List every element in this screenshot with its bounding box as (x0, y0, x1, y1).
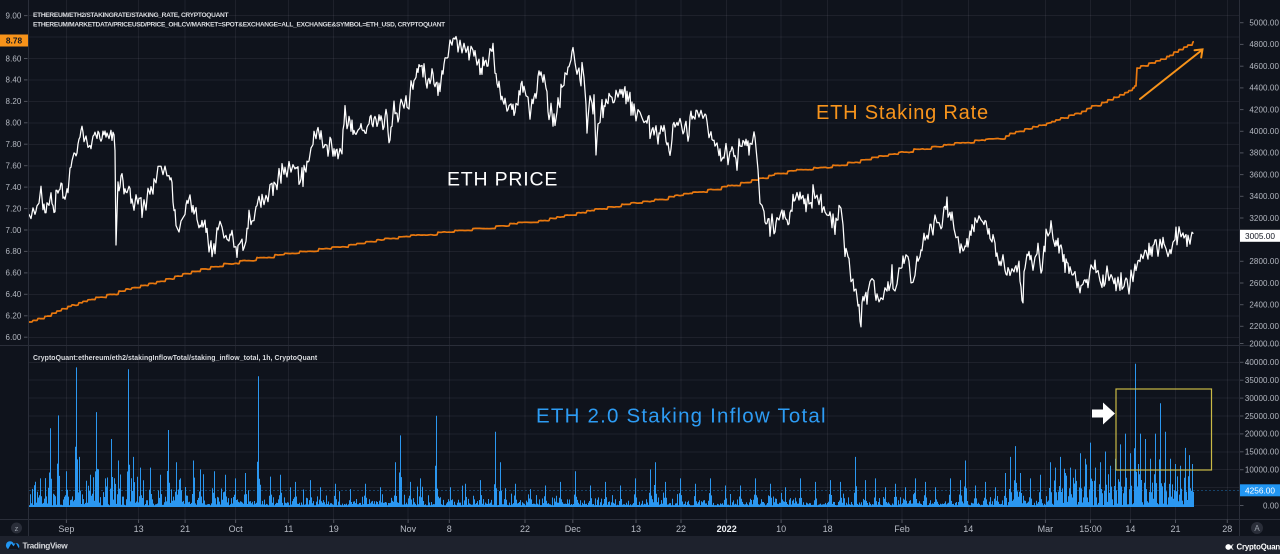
svg-text:A: A (1254, 524, 1260, 533)
svg-text:4256.00: 4256.00 (1245, 485, 1275, 495)
svg-text:4000.00: 4000.00 (1249, 127, 1279, 136)
svg-text:4400.00: 4400.00 (1249, 84, 1279, 93)
svg-text:7.20: 7.20 (6, 204, 22, 213)
svg-text:ETH 2.0 Staking Inflow Total: ETH 2.0 Staking Inflow Total (536, 405, 827, 428)
svg-text:3600.00: 3600.00 (1249, 170, 1279, 179)
svg-text:6.20: 6.20 (6, 312, 22, 321)
svg-text:Sep: Sep (58, 524, 74, 534)
svg-text:15:00: 15:00 (1079, 524, 1102, 534)
svg-text:2000.00: 2000.00 (1249, 339, 1279, 348)
svg-text:14: 14 (1125, 524, 1135, 534)
svg-text:2022: 2022 (717, 524, 737, 534)
svg-text:19: 19 (329, 524, 339, 534)
svg-text:4600.00: 4600.00 (1249, 62, 1279, 71)
svg-text:10000.00: 10000.00 (1245, 466, 1280, 475)
svg-text:4200.00: 4200.00 (1249, 105, 1279, 114)
svg-text:22: 22 (676, 524, 686, 534)
svg-text:11: 11 (284, 524, 293, 534)
svg-text:ETHEREUM/MARKETDATA/PRICEUSD/P: ETHEREUM/MARKETDATA/PRICEUSD/PRICE_OHLCV… (33, 22, 445, 29)
svg-text:14: 14 (963, 524, 973, 534)
svg-text:2600.00: 2600.00 (1249, 279, 1279, 288)
svg-text:8.78: 8.78 (6, 36, 23, 46)
svg-text:35000.00: 35000.00 (1245, 376, 1280, 385)
svg-text:28: 28 (1222, 524, 1232, 534)
svg-text:21: 21 (180, 524, 190, 534)
svg-text:30000.00: 30000.00 (1245, 394, 1280, 403)
svg-text:0.00: 0.00 (1263, 501, 1279, 510)
svg-text:7.60: 7.60 (6, 162, 22, 171)
svg-text:8.40: 8.40 (6, 76, 22, 85)
svg-text:7.40: 7.40 (6, 183, 22, 192)
svg-text:6.80: 6.80 (6, 247, 22, 256)
svg-text:8.60: 8.60 (6, 54, 22, 63)
svg-text:3005.00: 3005.00 (1245, 231, 1275, 241)
svg-text:13: 13 (631, 524, 641, 534)
svg-text:2800.00: 2800.00 (1249, 257, 1279, 266)
svg-text:ETH Staking Rate: ETH Staking Rate (816, 102, 989, 124)
svg-text:13: 13 (134, 524, 144, 534)
svg-text:3200.00: 3200.00 (1249, 214, 1279, 223)
svg-text:CryptoQuant: CryptoQuant (1237, 543, 1280, 552)
svg-text:6.60: 6.60 (6, 269, 22, 278)
svg-text:7.80: 7.80 (6, 140, 22, 149)
svg-text:15000.00: 15000.00 (1245, 448, 1280, 457)
svg-text:40000.00: 40000.00 (1245, 358, 1280, 367)
svg-text:6.00: 6.00 (6, 333, 22, 342)
svg-text:10: 10 (776, 524, 786, 534)
svg-text:ETH PRICE: ETH PRICE (447, 169, 558, 191)
svg-text:21: 21 (1170, 524, 1180, 534)
svg-text:Mar: Mar (1038, 524, 1054, 534)
svg-text:18: 18 (823, 524, 833, 534)
svg-text:TradingView: TradingView (23, 541, 69, 551)
svg-text:Nov: Nov (400, 524, 417, 534)
svg-text:22: 22 (520, 524, 530, 534)
svg-text:25000.00: 25000.00 (1245, 412, 1280, 421)
svg-text:20000.00: 20000.00 (1245, 430, 1280, 439)
svg-text:Dec: Dec (565, 524, 582, 534)
svg-text:3800.00: 3800.00 (1249, 149, 1279, 158)
svg-text:4800.00: 4800.00 (1249, 40, 1279, 49)
svg-text:z: z (15, 524, 19, 533)
svg-text:Oct: Oct (229, 524, 244, 534)
svg-text:ETHEREUM/ETH2/STAKINGRATE/STAK: ETHEREUM/ETH2/STAKINGRATE/STAKING_RATE, … (33, 12, 228, 19)
svg-text:9.00: 9.00 (6, 11, 22, 20)
svg-text:8.00: 8.00 (6, 119, 22, 128)
svg-text:3400.00: 3400.00 (1249, 192, 1279, 201)
svg-text:8: 8 (447, 524, 452, 534)
svg-text:8.20: 8.20 (6, 97, 22, 106)
svg-text:5000.00: 5000.00 (1249, 19, 1279, 28)
svg-text:2400.00: 2400.00 (1249, 301, 1279, 310)
svg-text:6.40: 6.40 (6, 290, 22, 299)
svg-text:Feb: Feb (894, 524, 910, 534)
svg-text:2200.00: 2200.00 (1249, 322, 1279, 331)
svg-text:7.00: 7.00 (6, 226, 22, 235)
svg-text:CryptoQuant:ethereum/eth2/stak: CryptoQuant:ethereum/eth2/stakingInflowT… (33, 355, 318, 362)
